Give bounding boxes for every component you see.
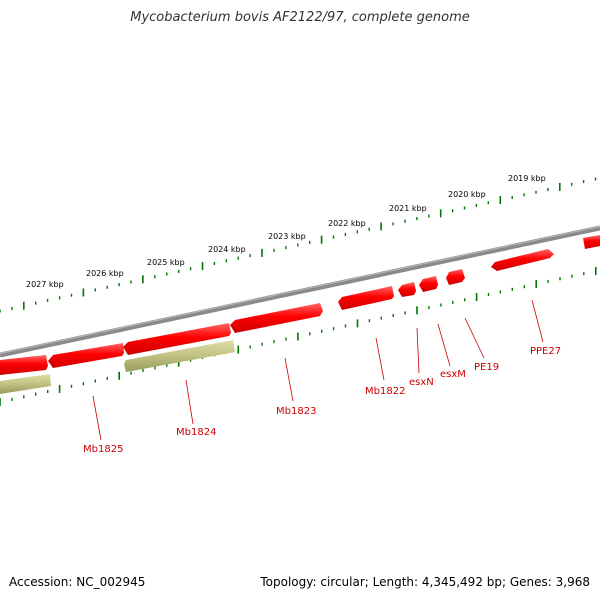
gene-label-leaders: [92, 299, 544, 441]
gene-label-mb1825: Mb1825: [83, 444, 123, 455]
gene-arrow[interactable]: [491, 249, 554, 271]
gene-arrow[interactable]: [419, 276, 438, 292]
gene-label-ppe27: PPE27: [530, 346, 561, 357]
ruler-label: 2027 kbp: [26, 280, 64, 289]
gene-arrow[interactable]: [0, 355, 48, 375]
gene-arrow[interactable]: [446, 269, 465, 285]
ruler-label: 2020 kbp: [448, 190, 486, 199]
outer-ruler: [0, 177, 597, 313]
ruler-label: 2019 kbp: [508, 174, 546, 183]
ruler-label: 2025 kbp: [147, 258, 185, 267]
gene-arrow[interactable]: [583, 235, 600, 249]
genome-backbone-highlight: [0, 226, 600, 354]
gene-label-mb1824: Mb1824: [176, 427, 216, 438]
accession-text: Accession: NC_002945: [9, 575, 146, 589]
ruler-label: 2024 kbp: [208, 245, 246, 254]
gene-arrow[interactable]: [338, 286, 394, 310]
gene-arrow[interactable]: [48, 343, 124, 368]
ruler-label: 2022 kbp: [328, 219, 366, 228]
genome-backbone: [0, 225, 600, 358]
gene-label-pe19: PE19: [474, 362, 499, 373]
gene-label-mb1822: Mb1822: [365, 386, 405, 397]
leader-line: [437, 323, 451, 367]
cds-arrow[interactable]: [124, 340, 235, 372]
gene-label-mb1823: Mb1823: [276, 406, 316, 417]
leader-line: [464, 317, 485, 359]
leader-line: [531, 299, 544, 343]
ruler-label: 2023 kbp: [268, 232, 306, 241]
gene-arrow[interactable]: [398, 282, 416, 297]
gene-arrow[interactable]: [123, 323, 231, 355]
leader-line: [185, 379, 194, 425]
map-title: Mycobacterium bovis AF2122/97, complete …: [130, 10, 470, 25]
gene-arrow[interactable]: [230, 303, 323, 333]
leader-line: [375, 337, 385, 381]
leader-line: [284, 357, 294, 402]
leader-line: [92, 395, 102, 441]
cds-arrow[interactable]: [0, 374, 51, 394]
ruler-label: 2021 kbp: [389, 204, 427, 213]
gene-features: [0, 235, 600, 394]
gene-label-esxn: esxN: [409, 377, 434, 388]
ruler-label: 2026 kbp: [86, 269, 124, 278]
gene-labels: PPE27 PE19 esxM esxN Mb1822 Mb1823 Mb182…: [83, 346, 561, 455]
leader-line: [416, 327, 420, 374]
genome-info-text: Topology: circular; Length: 4,345,492 bp…: [260, 575, 590, 589]
gene-label-esxm: esxM: [440, 369, 466, 380]
ruler-labels: 2019 kbp 2020 kbp 2021 kbp 2022 kbp 2023…: [26, 174, 546, 289]
